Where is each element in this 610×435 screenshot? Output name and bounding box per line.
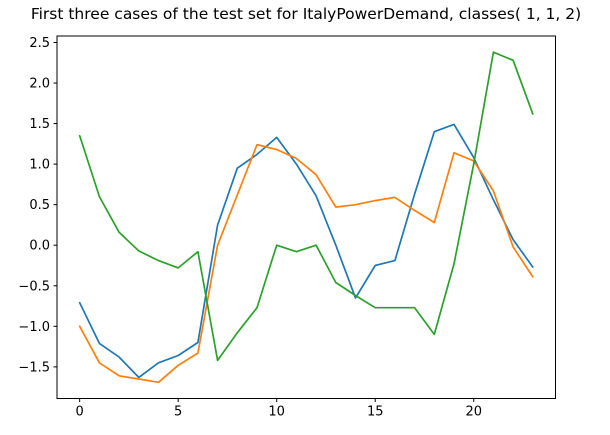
y-tick-label: 0.5 <box>29 198 50 213</box>
y-tick-label: 2.0 <box>29 77 50 92</box>
x-tick-label: 10 <box>268 405 285 420</box>
chart-title: First three cases of the test set for It… <box>30 5 582 23</box>
y-tick-label: −1.5 <box>18 360 50 375</box>
x-tick-label: 15 <box>367 405 384 420</box>
y-tick-label: 2.5 <box>29 36 50 51</box>
series-line-test-case-2-class-1 <box>78 143 534 384</box>
x-tick-label: 5 <box>174 405 182 420</box>
axes-spines <box>56 35 556 399</box>
x-tick-label: 0 <box>76 405 84 420</box>
y-tick-label: −0.5 <box>18 279 50 294</box>
y-tick-label: 0.0 <box>29 239 50 254</box>
y-tick-label: 1.5 <box>29 117 50 132</box>
series-line-test-case-1-class-1 <box>78 123 534 379</box>
y-tick-label: 1.0 <box>29 158 50 173</box>
y-tick-label: −1.0 <box>18 320 50 335</box>
series-line-test-case-3-class-2 <box>78 51 534 362</box>
x-tick-label: 20 <box>465 405 482 420</box>
